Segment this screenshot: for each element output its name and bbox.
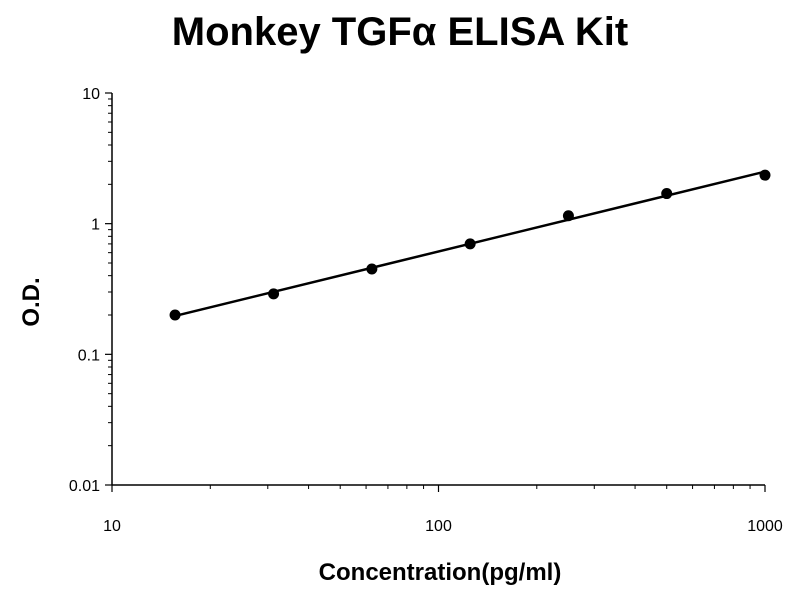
- x-axis-label: Concentration(pg/ml): [318, 559, 562, 586]
- data-point: [169, 309, 181, 321]
- data-point: [661, 188, 673, 200]
- data-points: [169, 169, 771, 321]
- y-tick-label: 0.1: [78, 347, 100, 364]
- y-tick-label: 1: [91, 217, 100, 234]
- data-point: [366, 263, 378, 275]
- data-point: [464, 238, 476, 250]
- ticks: [105, 92, 766, 492]
- data-point: [759, 169, 771, 181]
- tick-labels: 0.01 0.1 1 10 10 100 1000: [69, 86, 783, 535]
- x-tick-label: 100: [425, 518, 452, 535]
- chart-title: Monkey TGFα ELISA Kit: [171, 10, 629, 54]
- x-tick-label: 10: [103, 518, 121, 535]
- x-tick-label: 1000: [747, 518, 783, 535]
- data-point: [268, 288, 280, 300]
- y-tick-label: 0.01: [69, 478, 100, 495]
- data-point: [562, 210, 574, 222]
- y-tick-label: 10: [82, 86, 100, 103]
- axes: [111, 93, 765, 486]
